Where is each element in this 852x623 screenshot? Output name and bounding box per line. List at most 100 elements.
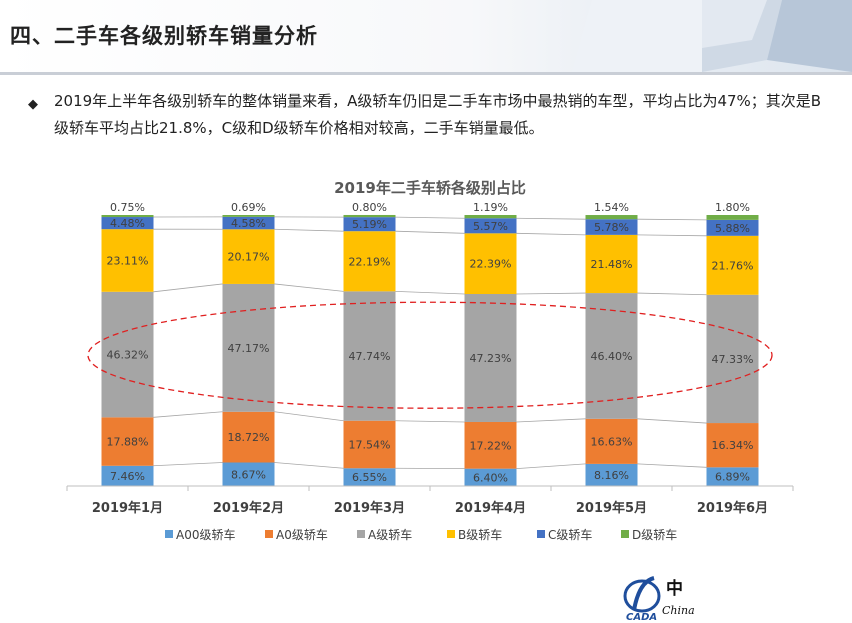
data-label: 16.63% (591, 435, 633, 448)
legend-label: A00级轿车 (176, 527, 235, 542)
data-label: 0.80% (352, 201, 387, 214)
bar-segment (222, 283, 275, 412)
bar-segment (101, 465, 154, 486)
data-label: 5.19% (352, 218, 387, 231)
data-label: 18.72% (228, 431, 270, 444)
bar-segment (343, 214, 396, 218)
series-connector-line (637, 418, 707, 424)
bar-segment (101, 217, 154, 230)
x-tick-label: 2019年1月 (92, 500, 163, 516)
bar-segment (706, 219, 759, 236)
x-tick-label: 2019年5月 (576, 500, 647, 516)
bar-segment (343, 291, 396, 421)
data-label: 16.34% (712, 439, 754, 452)
data-label: 1.54% (594, 201, 629, 214)
series-connector-line (153, 411, 223, 418)
data-label: 0.69% (231, 201, 266, 214)
cada-logo: CADA 中 China (623, 576, 695, 623)
x-tick-label: 2019年4月 (455, 500, 526, 516)
bar-segment (585, 215, 638, 220)
data-label: 8.16% (594, 469, 629, 482)
series-connector-line (274, 462, 344, 469)
series-connector-line (274, 411, 344, 422)
x-tick-label: 2019年6月 (697, 500, 768, 516)
data-label: 1.80% (715, 201, 750, 214)
data-label: 17.88% (107, 436, 149, 449)
bar-segment (222, 229, 275, 284)
data-label: 22.39% (470, 258, 512, 271)
data-label: 23.11% (107, 254, 149, 267)
data-label: 5.88% (715, 222, 750, 235)
series-connector-line (637, 218, 707, 221)
legend-label: A0级轿车 (276, 527, 328, 542)
bar-segment (343, 217, 396, 232)
series-connector-line (274, 228, 344, 232)
summary-text: 2019年上半年各级别轿车的整体销量来看，A级轿车仍旧是二手车市场中最热销的车型… (54, 92, 822, 137)
bar-segment (706, 294, 759, 424)
data-label: 1.19% (473, 201, 508, 214)
data-label: 46.40% (591, 350, 633, 363)
bar-segment (222, 215, 275, 217)
data-label: 8.67% (231, 468, 266, 481)
diamond-bullet-icon: ◆ (28, 97, 38, 112)
data-label: 6.40% (473, 471, 508, 484)
legend-label: A级轿车 (368, 527, 412, 542)
data-label: 5.57% (473, 220, 508, 233)
x-tick-label: 2019年3月 (334, 500, 405, 516)
bar-segment (464, 468, 517, 486)
data-label: 47.17% (228, 342, 270, 355)
data-label: 47.74% (349, 350, 391, 363)
data-label: 47.23% (470, 352, 512, 365)
x-tick-label: 2019年2月 (213, 500, 284, 516)
series-connector-line (395, 420, 465, 423)
data-label: 21.76% (712, 259, 754, 272)
series-connector-line (395, 216, 465, 219)
data-label: 5.78% (594, 221, 629, 234)
series-connector-line (395, 290, 465, 295)
bar-segment (222, 216, 275, 230)
bar-segment (101, 229, 154, 292)
bar-segment (222, 411, 275, 463)
data-label: 6.55% (352, 471, 387, 484)
data-label: 0.75% (110, 201, 145, 214)
data-label: 17.54% (349, 438, 391, 451)
legend-label: C级轿车 (548, 527, 592, 542)
data-label: 7.46% (110, 470, 145, 483)
bar-segment (464, 421, 517, 469)
header-divider (0, 72, 852, 75)
bar-segment (101, 215, 154, 218)
page-title: 四、二手车各级别轿车销量分析 (10, 24, 318, 48)
series-connector-line (637, 463, 707, 468)
legend-swatch (165, 530, 173, 538)
bar-segment (464, 233, 517, 294)
bar-segment (222, 462, 275, 486)
svg-text:中: 中 (666, 578, 683, 599)
legend-swatch (537, 530, 545, 538)
data-label: 46.32% (107, 349, 149, 362)
data-label: 22.19% (349, 255, 391, 268)
legend-swatch (447, 530, 455, 538)
bar-segment (585, 234, 638, 294)
data-label: 21.48% (591, 258, 633, 271)
bar-segment (706, 423, 759, 468)
bar-segment (101, 291, 154, 418)
data-label: 20.17% (228, 251, 270, 264)
bar-segment (706, 215, 759, 220)
data-label: 17.22% (470, 439, 512, 452)
series-connector-line (516, 292, 586, 295)
legend-swatch (621, 530, 629, 538)
bar-segment (464, 293, 517, 422)
chart-title: 2019年二手车轿各级别占比 (334, 179, 526, 197)
series-connector-line (516, 418, 586, 423)
series-connector-line (637, 292, 707, 296)
bar-segment (464, 218, 517, 234)
legend-swatch (265, 530, 273, 538)
legend-label: B级轿车 (458, 527, 502, 542)
highlight-ellipse (87, 301, 773, 409)
bar-segment (343, 420, 396, 469)
series-connector-line (395, 230, 465, 234)
series-connector-line (153, 283, 223, 293)
series-connector-line (637, 234, 707, 237)
data-label: 6.89% (715, 471, 750, 484)
